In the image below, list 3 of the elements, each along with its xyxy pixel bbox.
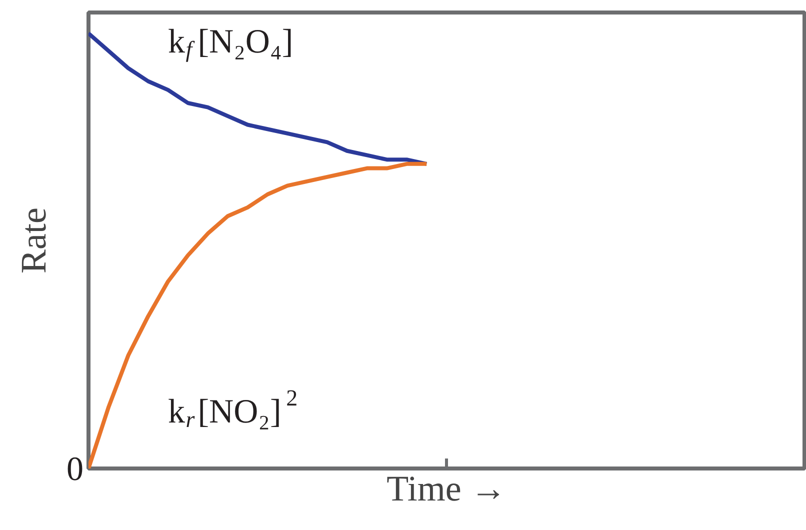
y-axis-title: Rate xyxy=(14,208,54,274)
x-axis-title: Time → xyxy=(386,468,506,508)
text: 0 xyxy=(66,451,84,488)
